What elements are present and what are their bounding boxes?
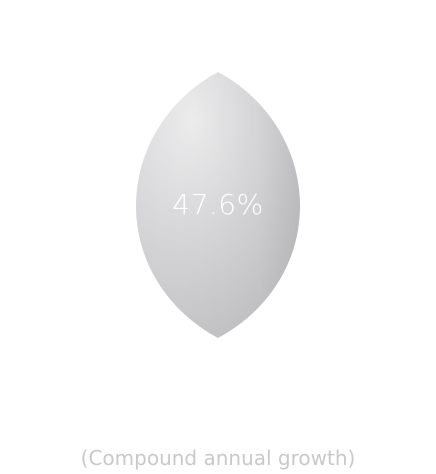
stat-value: 47.6%	[172, 188, 264, 221]
stat-caption: (Compound annual growth)	[80, 446, 356, 470]
leaf-shading	[136, 72, 300, 338]
leaf-shape	[134, 70, 302, 340]
leaf-graphic	[136, 72, 300, 338]
